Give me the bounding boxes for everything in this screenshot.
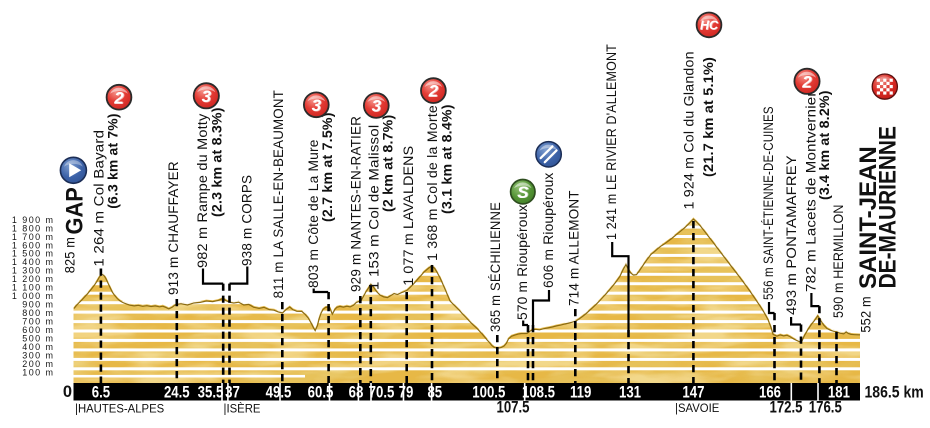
svg-text:1 300 m: 1 300 m <box>12 266 55 276</box>
svg-text:HC: HC <box>701 19 720 33</box>
svg-text:3: 3 <box>202 87 212 106</box>
svg-text:108.5: 108.5 <box>522 383 555 402</box>
svg-text:79: 79 <box>399 383 414 402</box>
svg-text:2: 2 <box>114 89 125 108</box>
svg-text:|HAUTES-ALPES: |HAUTES-ALPES <box>75 402 164 415</box>
svg-text:1 077 m LAVALDENS: 1 077 m LAVALDENS <box>401 146 417 286</box>
svg-text:(2.7 km at 7.5%): (2.7 km at 7.5%) <box>320 112 336 222</box>
svg-text:100 m: 100 m <box>22 367 54 377</box>
svg-text:(21.7 km at 5.1%): (21.7 km at 5.1%) <box>701 57 717 177</box>
svg-text:2: 2 <box>113 88 124 107</box>
svg-text:3: 3 <box>372 97 382 116</box>
svg-text:3: 3 <box>312 96 322 115</box>
svg-text:800 m: 800 m <box>22 308 54 318</box>
svg-text:493 m PONTAMAFREY: 493 m PONTAMAFREY <box>784 155 800 315</box>
svg-text:1 000 m: 1 000 m <box>12 291 55 301</box>
svg-text:300 m: 300 m <box>22 351 54 361</box>
svg-text:929 m NANTES-EN-RATIER: 929 m NANTES-EN-RATIER <box>347 116 363 292</box>
svg-text:35.5: 35.5 <box>198 383 224 402</box>
svg-text:166: 166 <box>759 383 781 402</box>
svg-text:60.5: 60.5 <box>308 383 334 402</box>
svg-text:SAINT-JEAN: SAINT-JEAN <box>855 146 882 289</box>
svg-text:803 m Côte de La Mure: 803 m Côte de La Mure <box>305 139 321 288</box>
svg-text:782 m Lacets de Montvernier: 782 m Lacets de Montvernier <box>804 91 820 292</box>
svg-text:3: 3 <box>312 96 322 115</box>
svg-text:181: 181 <box>828 383 850 402</box>
svg-text:500 m: 500 m <box>22 334 54 344</box>
svg-text:556 m SAINT-ÉTIENNE-DE-CUINES: 556 m SAINT-ÉTIENNE-DE-CUINES <box>760 106 776 300</box>
svg-text:600 m: 600 m <box>22 325 54 335</box>
svg-text:186.5 km: 186.5 km <box>865 383 924 401</box>
svg-text:2: 2 <box>428 82 439 101</box>
svg-text:811 m LA SALLE-EN-BEAUMONT: 811 m LA SALLE-EN-BEAUMONT <box>271 90 286 299</box>
svg-text:49.5: 49.5 <box>266 383 292 402</box>
svg-text:1 241 m LE RIVIER D'ALLEMONT: 1 241 m LE RIVIER D'ALLEMONT <box>603 44 619 240</box>
svg-text:714 m ALLEMONT: 714 m ALLEMONT <box>565 190 581 306</box>
svg-text:0: 0 <box>63 383 72 401</box>
svg-text:1 900 m: 1 900 m <box>12 215 55 225</box>
svg-text:590 m HERMILLON: 590 m HERMILLON <box>830 204 846 318</box>
svg-text:1 800 m: 1 800 m <box>12 223 55 233</box>
svg-text:400 m: 400 m <box>22 342 54 352</box>
svg-text:68: 68 <box>349 383 364 402</box>
svg-text:913 m CHAUFFAYER: 913 m CHAUFFAYER <box>165 161 181 295</box>
svg-text:606 m Rioupéroux: 606 m Rioupéroux <box>540 173 556 288</box>
svg-text:100.5: 100.5 <box>472 383 505 402</box>
svg-text:1 700 m: 1 700 m <box>12 232 55 242</box>
svg-text:37: 37 <box>225 383 240 402</box>
svg-text:570 m Rioupéroux: 570 m Rioupéroux <box>514 205 530 320</box>
svg-text:147: 147 <box>682 383 704 402</box>
svg-text:1 500 m: 1 500 m <box>12 249 55 259</box>
svg-text:S: S <box>517 183 529 202</box>
svg-text:(3.4 km at 8.2%): (3.4 km at 8.2%) <box>817 90 833 200</box>
svg-text:900 m: 900 m <box>22 300 54 310</box>
svg-text:172.5: 172.5 <box>769 398 802 417</box>
svg-text:365 m SÉCHILIENNE: 365 m SÉCHILIENNE <box>488 202 504 332</box>
svg-text:|ISÈRE: |ISÈRE <box>224 402 261 415</box>
svg-text:24.5: 24.5 <box>164 383 190 402</box>
svg-text:3: 3 <box>372 97 382 116</box>
svg-text:S: S <box>518 183 530 202</box>
svg-text:1 368 m Col de la Morte: 1 368 m Col de la Morte <box>425 105 441 261</box>
svg-text:|SAVOIE: |SAVOIE <box>675 402 719 415</box>
svg-text:2: 2 <box>802 73 813 92</box>
svg-text:(3.1 km at 8.4%): (3.1 km at 8.4%) <box>440 104 456 214</box>
svg-text:119: 119 <box>570 383 591 402</box>
svg-text:176.5: 176.5 <box>809 398 842 417</box>
svg-text:GAP: GAP <box>61 187 88 234</box>
svg-text:938 m CORPS: 938 m CORPS <box>238 175 254 266</box>
svg-text:HC: HC <box>700 18 719 32</box>
svg-text:3: 3 <box>202 87 212 106</box>
svg-text:825 m: 825 m <box>62 237 78 273</box>
svg-text:1 264 m Col Bayard: 1 264 m Col Bayard <box>92 130 108 267</box>
svg-text:200 m: 200 m <box>22 359 54 369</box>
svg-text:2: 2 <box>428 82 439 101</box>
svg-text:1 200 m: 1 200 m <box>12 274 55 284</box>
svg-text:1 100 m: 1 100 m <box>12 283 55 293</box>
svg-text:1 924 m Col du Glandon: 1 924 m Col du Glandon <box>682 51 698 209</box>
svg-text:2: 2 <box>801 72 812 91</box>
svg-text:(2 km at 8.7%): (2 km at 8.7%) <box>381 115 397 212</box>
svg-text:1 400 m: 1 400 m <box>12 257 55 267</box>
svg-text:131: 131 <box>619 383 641 402</box>
svg-text:982 m Rampe du Motty: 982 m Rampe du Motty <box>195 113 211 268</box>
svg-text:700 m: 700 m <box>22 317 54 327</box>
svg-text:DE-MAURIENNE: DE-MAURIENNE <box>874 126 901 288</box>
svg-text:107.5: 107.5 <box>496 398 529 417</box>
svg-text:6.5: 6.5 <box>92 383 110 402</box>
svg-text:70.5: 70.5 <box>369 383 395 402</box>
svg-text:(2.3 km at 8.3%): (2.3 km at 8.3%) <box>210 107 226 217</box>
svg-text:552 m: 552 m <box>858 296 874 332</box>
svg-text:1 600 m: 1 600 m <box>12 240 55 250</box>
svg-text:(6.3 km at 7%): (6.3 km at 7%) <box>104 113 120 208</box>
svg-text:1 153 m Col de Malissol: 1 153 m Col de Malissol <box>367 125 383 290</box>
svg-text:85: 85 <box>427 383 442 402</box>
